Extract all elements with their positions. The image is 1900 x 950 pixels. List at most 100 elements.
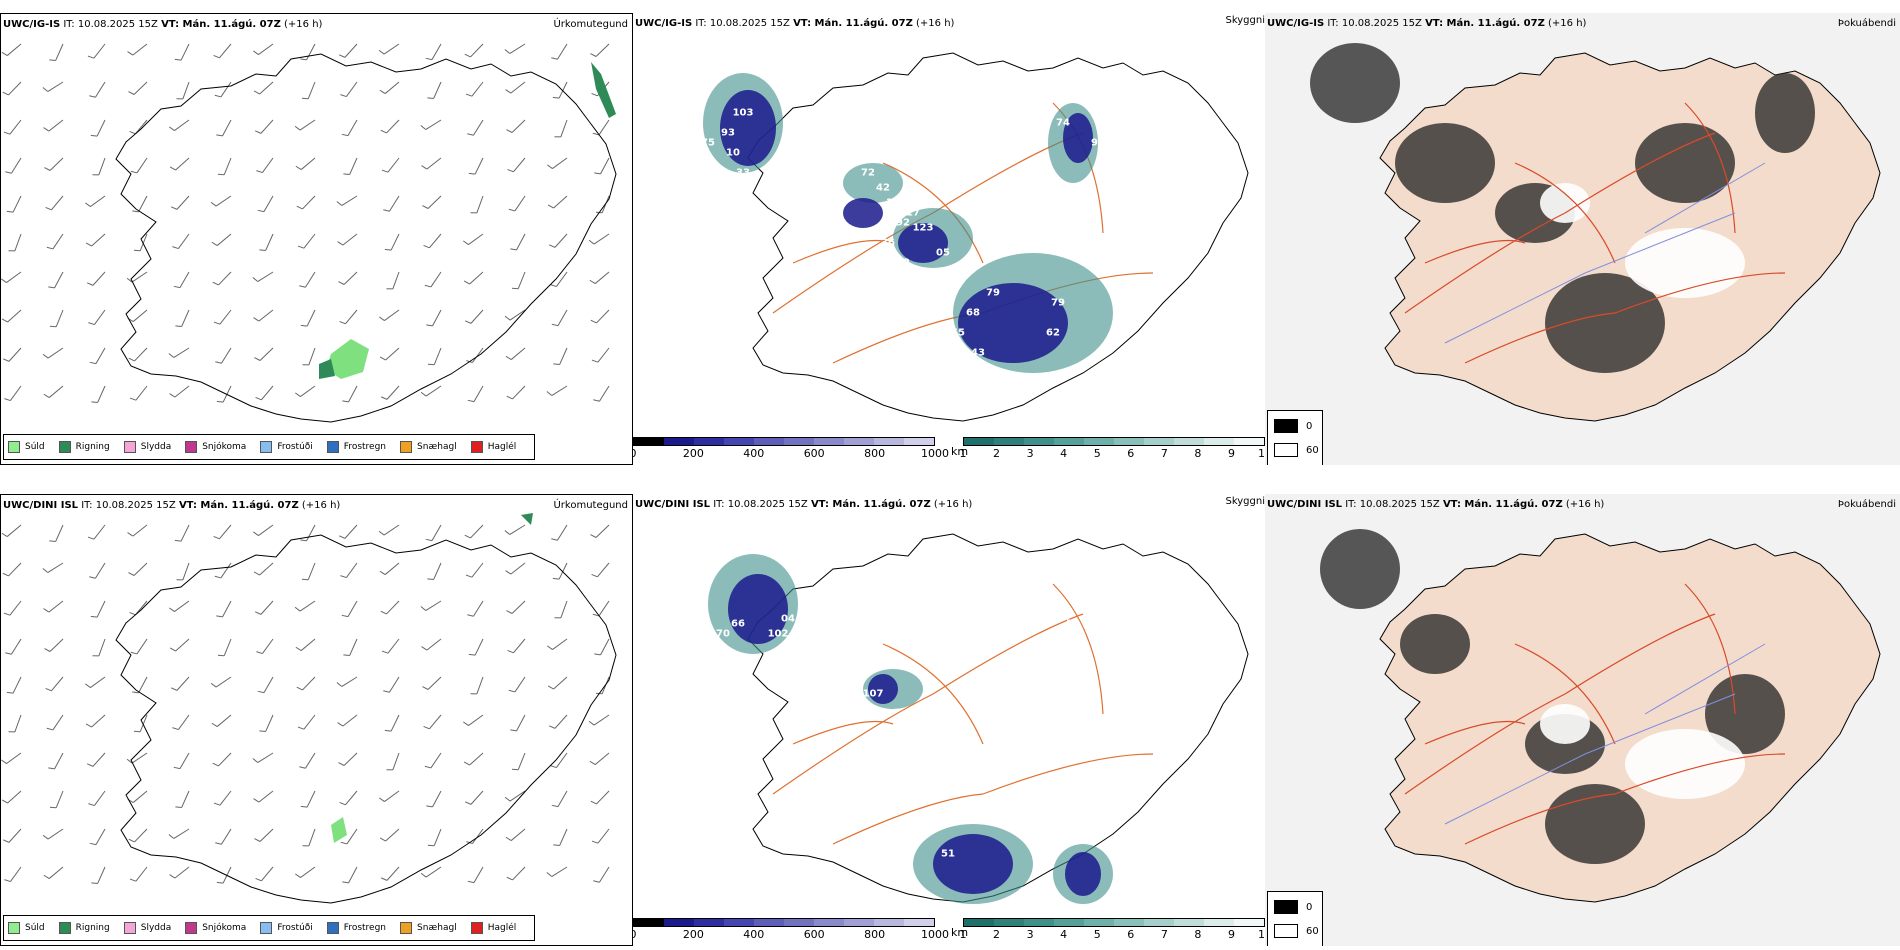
low-fog-index-area: [1320, 529, 1400, 609]
wind-barb: [253, 43, 274, 55]
panel-title: Úrkomutegund: [553, 19, 628, 30]
wind-barb: [253, 524, 274, 536]
wind-barb: [130, 157, 148, 174]
wind-barb: [339, 309, 358, 325]
wind-barb: [299, 271, 316, 288]
wind-barb: [296, 676, 316, 691]
fog-indicator-panel-bottom: UWC/DINI ISL IT: 10.08.2025 15Z VT: Mán.…: [1265, 494, 1900, 946]
low-fog-index-area: [1545, 784, 1645, 864]
fog-legend-row: 60: [1274, 443, 1319, 457]
ceiling-visibility-panel-bottom: UWC/DINI ISL IT: 10.08.2025 15Z VT: Mán.…: [633, 494, 1265, 946]
scale-color-step: [1054, 438, 1084, 445]
wind-barb: [92, 638, 106, 657]
scale-color-step: [994, 438, 1024, 445]
ceiling-area: [1063, 113, 1093, 163]
ceiling-value-label: 74: [1056, 117, 1070, 129]
wind-barb: [254, 828, 274, 842]
wind-barb: [552, 81, 568, 99]
fog-legend-swatch: [1274, 924, 1298, 938]
road: [1564, 613, 1716, 695]
wind-barb: [463, 233, 484, 245]
river: [1444, 272, 1586, 344]
wind-barb: [2, 347, 22, 362]
scale-color-step: [814, 919, 844, 926]
wind-barb: [217, 157, 232, 176]
wind-barb: [49, 790, 64, 809]
wind-barb: [425, 43, 442, 61]
visibility-scale: 1 2 3 4 5 6 7 8 9 10 km: [951, 437, 1265, 460]
scale-color-step: [1174, 438, 1204, 445]
wind-barb: [85, 714, 106, 728]
wind-barb: [594, 157, 610, 175]
panel-corner-title: Skyggni: [1225, 15, 1265, 26]
wind-barb: [216, 866, 232, 884]
wind-barb: [423, 714, 442, 730]
legend-swatch: [326, 922, 339, 934]
ceiling-value-label: 70: [716, 628, 730, 640]
wind-barb: [90, 600, 106, 618]
wind-barb: [589, 271, 610, 284]
wind-barb: [172, 233, 190, 250]
ceiling-area: [728, 574, 788, 644]
legend-label: Haglél: [487, 923, 517, 933]
ceiling-value-label: 112: [1012, 703, 1034, 715]
legend-item-5: Frostregn: [326, 441, 386, 453]
wind-barb: [170, 195, 190, 210]
wind-barb: [467, 385, 484, 403]
wind-barb: [338, 271, 358, 285]
wind-barb: [595, 676, 610, 695]
scale-tick-label: 3: [1026, 928, 1034, 941]
wind-barb: [380, 119, 400, 134]
wind-barb: [132, 195, 148, 213]
wind-barb: [254, 119, 274, 134]
scale-tick-label: 1: [959, 447, 967, 460]
wind-barb: [88, 309, 106, 326]
wind-barb: [48, 271, 64, 289]
low-fog-index-area: [1395, 123, 1495, 203]
wind-barb: [8, 233, 22, 252]
wind-barb: [551, 790, 568, 808]
wind-barb: [506, 600, 526, 614]
legend-item-0: Súld: [8, 441, 45, 453]
ceiling-value-label: 79: [1051, 297, 1065, 309]
fog-index-legend: 0 60: [1267, 410, 1323, 465]
wind-barb: [546, 866, 568, 877]
ceiling-value-label: 51: [941, 848, 955, 860]
wind-barb: [46, 233, 64, 250]
wind-barb: [511, 752, 526, 771]
legend-swatch: [470, 922, 483, 934]
wind-barb: [338, 752, 358, 766]
wind-barb: [510, 233, 526, 251]
scale-color-step: [844, 919, 874, 926]
high-fog-index-area: [1625, 228, 1745, 298]
precip-map: [1, 43, 617, 423]
low-fog-index-area: [1400, 614, 1470, 674]
wind-barb: [169, 157, 190, 171]
wind-barb: [301, 562, 316, 581]
wind-barb: [547, 157, 568, 169]
wind-barb: [87, 43, 106, 59]
wind-barb: [86, 752, 106, 767]
wind-barb: [337, 233, 358, 246]
wind-barb: [424, 752, 442, 769]
road: [832, 793, 984, 845]
wind-barb: [6, 676, 22, 694]
ceiling-value-label: 29: [871, 733, 885, 745]
wind-barb: [591, 347, 610, 363]
wind-barb: [590, 309, 610, 324]
road: [1514, 643, 1616, 745]
wind-barb: [592, 600, 610, 617]
wind-barb: [253, 790, 274, 803]
legend-swatch: [58, 441, 71, 453]
road: [792, 720, 894, 745]
scale-color-step: [664, 438, 694, 445]
ceiling-value-label: 72: [1046, 793, 1060, 805]
wind-barb: [91, 866, 106, 884]
wind-barb: [1, 752, 22, 764]
wind-barb: [594, 638, 610, 656]
wind-barb: [342, 866, 358, 884]
legend-swatch: [470, 441, 483, 453]
ceiling-value-label: 10: [726, 147, 740, 159]
ceiling-value-label: 66: [961, 362, 975, 374]
wind-barb: [592, 119, 610, 136]
